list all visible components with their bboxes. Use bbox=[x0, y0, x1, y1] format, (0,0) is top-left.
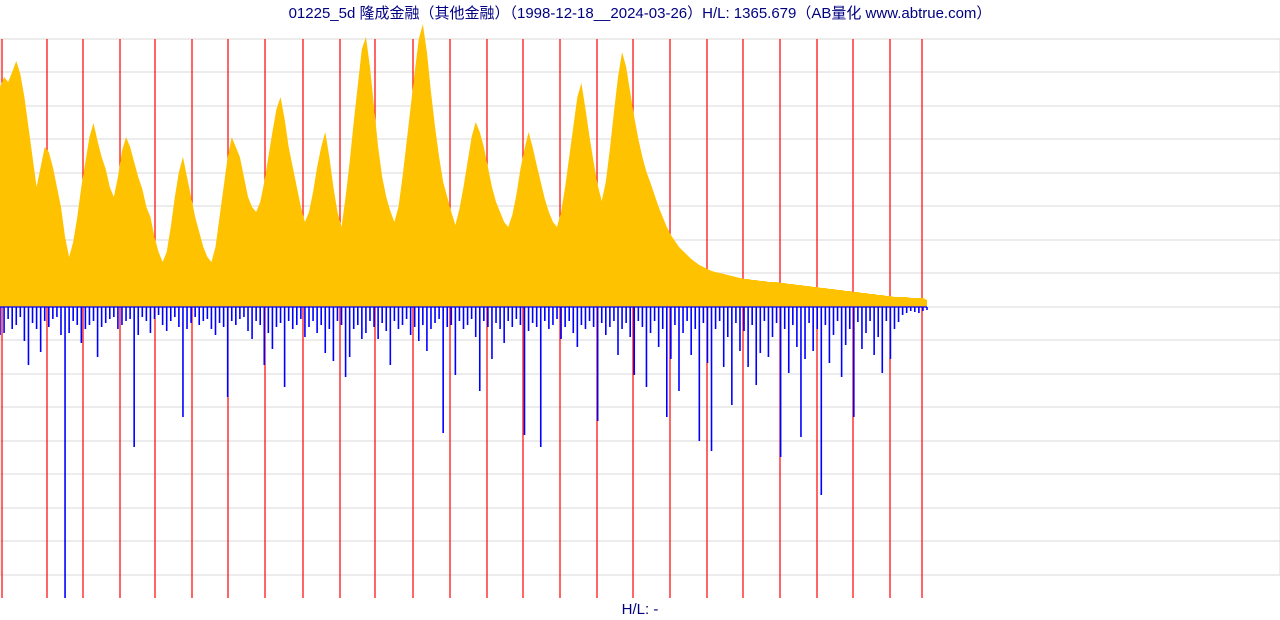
upper-price-area bbox=[0, 24, 927, 307]
lower-volume-spikes bbox=[0, 307, 927, 598]
price-volume-chart bbox=[0, 22, 1280, 598]
chart-footer: H/L: - bbox=[0, 601, 1280, 618]
chart-title: 01225_5d 隆成金融（其他金融）（1998-12-18__2024-03-… bbox=[0, 2, 1280, 23]
